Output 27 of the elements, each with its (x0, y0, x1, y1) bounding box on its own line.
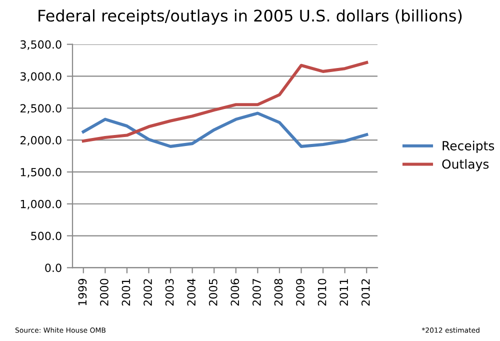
x-tick-label: 2008 (274, 278, 283, 306)
line-series (82, 60, 368, 143)
y-tick-label: 1,000.0 (20, 200, 62, 210)
x-tick-label: 2000 (100, 278, 108, 306)
y-tick-label: 2,000.0 (20, 136, 62, 146)
y-tick-label: 0.0 (45, 264, 62, 272)
x-tick-label: 2006 (230, 278, 240, 306)
x-tick-label: 2004 (187, 278, 196, 306)
y-tick-label: 3,500.0 (20, 40, 62, 50)
y-tick-label: 500.0 (31, 232, 62, 240)
x-tick-label: 2012 (361, 279, 370, 306)
x-tick-label: 2001 (122, 279, 130, 306)
line-series (82, 112, 368, 148)
x-tick-label: 2010 (318, 278, 326, 306)
legend-label: Receipts (442, 140, 494, 153)
y-tick-label: 2,500.0 (20, 104, 62, 114)
y-tick-label: 1,500.0 (20, 168, 62, 178)
chart-title: Federal receipts/outlays in 2005 U.S. dollars (billions) (38, 9, 462, 25)
x-tick-label: 2003 (165, 278, 174, 306)
x-tick-label: 2009 (296, 278, 304, 306)
x-tick-label: 2011 (340, 279, 348, 306)
x-tick-label: 1999 (78, 278, 87, 306)
y-tick-label: 3,000.0 (20, 72, 62, 82)
legend-label: Outlays (442, 159, 489, 172)
x-tick-label: 2002 (144, 279, 152, 306)
x-tick-label: 2007 (252, 279, 261, 306)
x-tick-label: 2005 (208, 279, 218, 306)
